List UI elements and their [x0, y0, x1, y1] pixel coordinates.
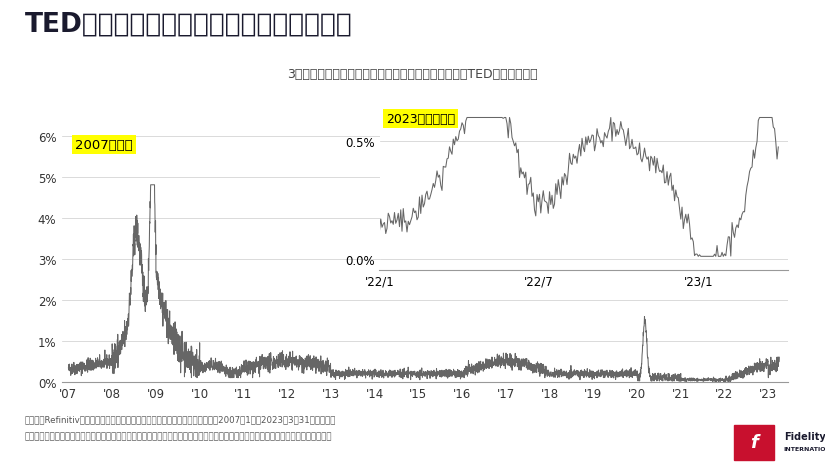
Text: 2007年以降: 2007年以降 [75, 138, 133, 151]
Text: あらゆる記述やチャートは、例示目的もしくは過去の実績であり、将来の傾向、数値等を保証もしくは示唆するものではありません。: あらゆる記述やチャートは、例示目的もしくは過去の実績であり、将来の傾向、数値等を… [25, 432, 332, 440]
Bar [734, 425, 774, 460]
Text: INTERNATIONAL: INTERNATIONAL [784, 446, 825, 451]
Text: f: f [750, 433, 758, 451]
Text: 2023年・年初来: 2023年・年初来 [386, 113, 455, 126]
Text: 3ヵ月物の銀行間金利と米国債利回りとの利回り差（TEDスプレッド）: 3ヵ月物の銀行間金利と米国債利回りとの利回り差（TEDスプレッド） [287, 68, 538, 81]
Text: Fidelity: Fidelity [784, 432, 825, 441]
Text: TEDスプレッドも昨年の高値と変わらず。: TEDスプレッドも昨年の高値と変わらず。 [25, 12, 352, 38]
Text: （出所）Refinitiv、フィデリティ・インスティテュート。（注）データ期間：2007年1月～2023年3月31日、日次。: （出所）Refinitiv、フィデリティ・インスティテュート。（注）データ期間：… [25, 414, 336, 423]
